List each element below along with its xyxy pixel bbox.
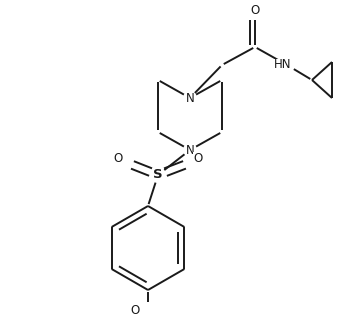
Text: S: S	[153, 168, 163, 181]
Text: O: O	[113, 151, 123, 164]
Text: N: N	[186, 144, 194, 157]
Text: O: O	[250, 5, 260, 18]
Text: O: O	[193, 151, 203, 164]
Text: HN: HN	[274, 59, 292, 72]
Text: O: O	[131, 303, 140, 317]
Text: N: N	[186, 92, 194, 105]
